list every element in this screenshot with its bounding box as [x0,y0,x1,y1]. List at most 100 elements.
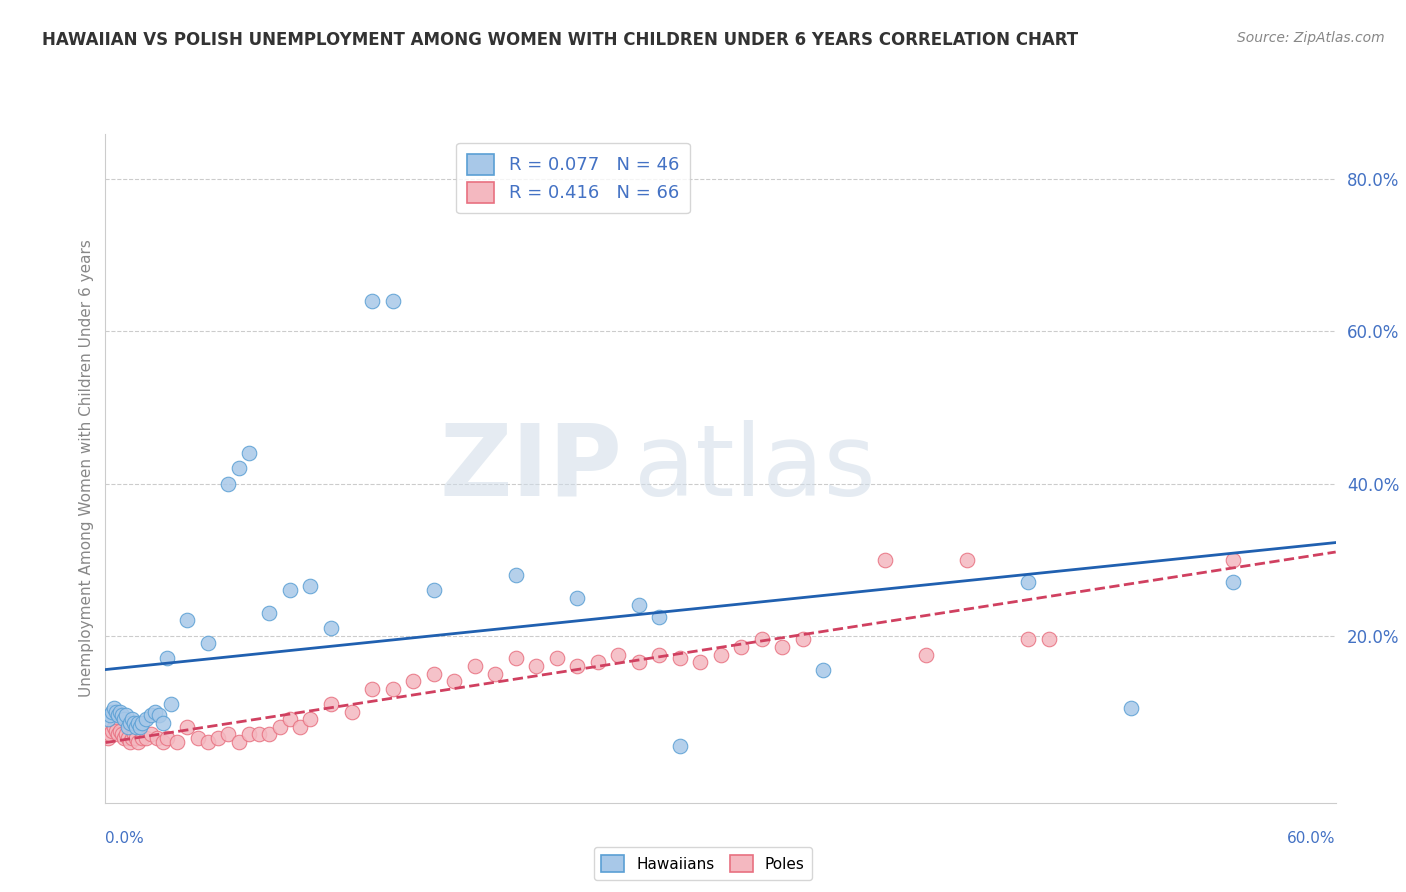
Point [104,705,127,719]
Point [107,727,129,741]
Point [1017,632,1039,647]
Point [129,720,152,734]
Point [117,731,139,746]
Point [319,621,342,635]
Point [103,720,125,734]
Point [627,655,650,669]
Point [1017,575,1039,590]
Point [112,731,135,746]
Point [1222,575,1244,590]
Point [402,674,425,689]
Point [127,735,149,749]
Point [166,735,188,749]
Point [340,705,363,719]
Point [873,552,896,566]
Point [108,705,131,719]
Point [96,712,118,726]
Point [100,723,122,738]
Point [751,632,773,647]
Point [100,705,122,719]
Point [197,735,219,749]
Text: atlas: atlas [634,420,876,516]
Point [139,727,162,741]
Point [1119,700,1142,714]
Point [121,731,143,746]
Y-axis label: Unemployment Among Women with Children Under 6 years: Unemployment Among Women with Children U… [79,239,94,698]
Point [145,731,167,746]
Point [710,648,733,662]
Point [103,700,125,714]
Point [299,712,322,726]
Point [505,567,527,582]
Point [176,720,198,734]
Point [104,723,127,738]
Point [259,606,281,620]
Text: ZIP: ZIP [439,420,621,516]
Point [176,613,198,627]
Point [422,582,444,597]
Point [278,712,301,726]
Text: HAWAIIAN VS POLISH UNEMPLOYMENT AMONG WOMEN WITH CHILDREN UNDER 6 YEARS CORRELAT: HAWAIIAN VS POLISH UNEMPLOYMENT AMONG WO… [42,31,1078,49]
Point [770,640,793,654]
Point [648,609,671,624]
Point [107,708,129,723]
Point [111,727,134,741]
Point [120,716,141,731]
Point [443,674,465,689]
Text: Source: ZipAtlas.com: Source: ZipAtlas.com [1237,31,1385,45]
Point [361,681,384,696]
Point [299,579,322,593]
Point [108,723,131,738]
Point [464,659,486,673]
Point [115,708,138,723]
Legend: R = 0.077   N = 46, R = 0.416   N = 66: R = 0.077 N = 46, R = 0.416 N = 66 [456,143,690,213]
Point [135,712,157,726]
Point [122,716,145,731]
Point [148,708,170,723]
Point [187,731,209,746]
Point [218,476,240,491]
Point [238,446,260,460]
Point [269,720,291,734]
Point [228,461,250,475]
Point [121,712,143,726]
Point [361,294,384,309]
Point [228,735,250,749]
Point [422,666,444,681]
Point [122,727,145,741]
Point [689,655,711,669]
Point [484,666,506,681]
Point [668,651,690,665]
Point [127,716,149,731]
Point [197,636,219,650]
Point [115,727,138,741]
Point [914,648,936,662]
Legend: Hawaiians, Poles: Hawaiians, Poles [593,847,813,880]
Text: 0.0%: 0.0% [105,831,145,847]
Point [135,731,157,746]
Point [98,708,121,723]
Point [627,598,650,612]
Point [131,731,153,746]
Point [792,632,814,647]
Point [811,663,834,677]
Point [607,648,630,662]
Point [125,720,148,734]
Point [586,655,609,669]
Point [125,731,148,746]
Point [668,739,690,753]
Text: 60.0%: 60.0% [1288,831,1336,847]
Point [156,731,179,746]
Point [505,651,527,665]
Point [207,731,229,746]
Point [98,727,121,741]
Point [156,651,179,665]
Point [381,681,404,696]
Point [218,727,240,741]
Point [648,648,671,662]
Point [111,708,134,723]
Point [1222,552,1244,566]
Point [956,552,979,566]
Point [152,716,174,731]
Point [290,720,312,734]
